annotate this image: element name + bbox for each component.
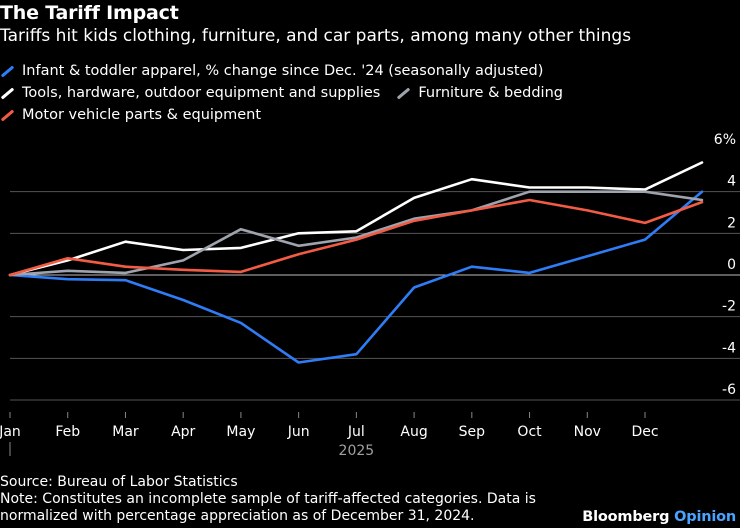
- series-line-0: [8, 190, 704, 364]
- legend-item-tools-hardware: Tools, hardware, outdoor equipment and s…: [0, 85, 380, 101]
- bloomberg-opinion-logo: Bloomberg Opinion: [582, 509, 736, 525]
- line-chart: 6% 4 2 0 -2 -4 -6 Jan Feb Mar Apr May Jun Jul Aug Sep O…: [0, 132, 740, 459]
- series-line-3: [8, 198, 704, 277]
- legend-item-furniture-bedding: Furniture & bedding: [396, 85, 563, 101]
- chart-subtitle: Tariffs hit kids clothing, furniture, an…: [0, 26, 632, 46]
- x-tick-label-jan: Jan: [0, 424, 21, 440]
- legend-item-infant-apparel: Infant & toddler apparel, % change since…: [0, 63, 543, 79]
- legend-label-furniture-bedding: Furniture & bedding: [418, 85, 563, 101]
- legend: Infant & toddler apparel, % change since…: [0, 60, 579, 126]
- source-note: Source: Bureau of Labor Statistics: [0, 474, 238, 490]
- x-tick-label-sep: Sep: [459, 424, 486, 440]
- y-tick-label-neg6: -6: [722, 382, 736, 398]
- y-tick-label-2: 2: [727, 215, 736, 231]
- year-label: 2025: [339, 443, 375, 459]
- legend-swatch-tools-hardware: [0, 87, 15, 99]
- x-tick-label-oct: Oct: [517, 424, 542, 440]
- series-lines: [8, 161, 704, 364]
- legend-label-motor-vehicle-parts: Motor vehicle parts & equipment: [22, 107, 262, 123]
- x-axis-ticks: Jan Feb Mar Apr May Jun Jul Aug Sep Oct Nov Dec 2025: [0, 412, 659, 459]
- y-tick-label-neg2: -2: [722, 299, 736, 315]
- x-tick-label-feb: Feb: [55, 424, 80, 440]
- brand-suffix: Opinion: [674, 509, 736, 525]
- y-tick-label-0: 0: [727, 257, 736, 273]
- brand-name: Bloomberg: [582, 509, 670, 525]
- y-axis-ticks: 6% 4 2 0 -2 -4 -6: [714, 132, 736, 398]
- y-tick-label-6: 6%: [714, 132, 736, 148]
- x-tick-label-apr: Apr: [171, 424, 195, 440]
- footnote-line-1: Note: Constitutes an incomplete sample o…: [0, 491, 536, 507]
- legend-item-motor-vehicle-parts: Motor vehicle parts & equipment: [0, 107, 261, 123]
- x-tick-label-nov: Nov: [574, 424, 601, 440]
- x-tick-label-may: May: [226, 424, 255, 440]
- legend-label-infant-apparel: Infant & toddler apparel, % change since…: [22, 63, 544, 79]
- legend-swatch-infant-apparel: [0, 65, 15, 77]
- x-tick-label-mar: Mar: [112, 424, 139, 440]
- y-tick-label-neg4: -4: [722, 340, 736, 356]
- footnote-line-2: normalized with percentage appreciation …: [0, 508, 475, 524]
- legend-label-tools-hardware: Tools, hardware, outdoor equipment and s…: [22, 85, 381, 101]
- x-tick-label-aug: Aug: [400, 424, 427, 440]
- chart-title: The Tariff Impact: [0, 2, 179, 24]
- grid-lines: [10, 191, 740, 401]
- x-tick-label-jul: Jul: [347, 424, 365, 440]
- series-line-2: [8, 190, 704, 277]
- x-tick-label-dec: Dec: [631, 424, 658, 440]
- series-line-1: [8, 161, 704, 277]
- x-tick-label-jun: Jun: [287, 424, 310, 440]
- y-tick-label-4: 4: [727, 174, 736, 190]
- legend-swatch-furniture-bedding: [397, 87, 411, 99]
